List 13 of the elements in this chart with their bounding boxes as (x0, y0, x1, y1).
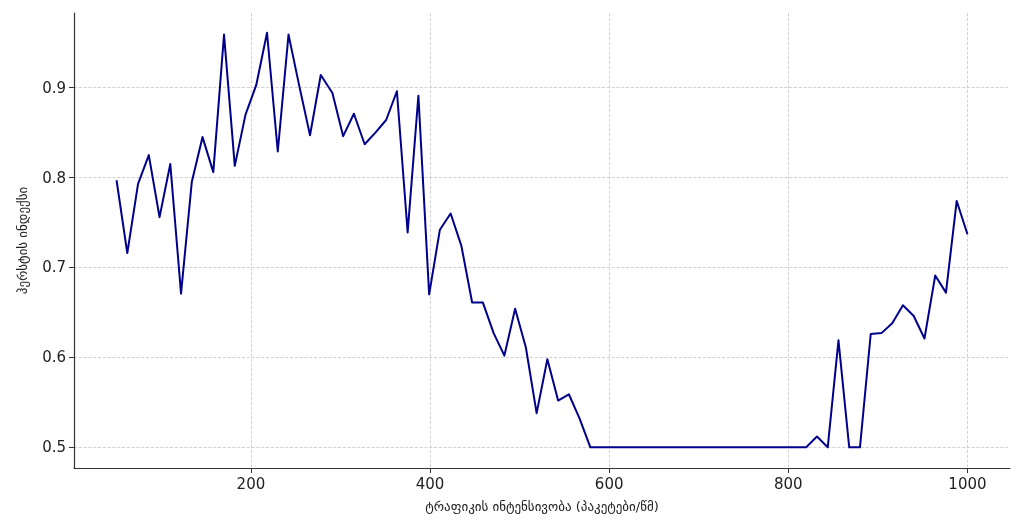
x-tick-label: 800 (774, 474, 803, 493)
y-tick-label: 0.7 (42, 258, 66, 277)
y-tick-label: 0.6 (42, 348, 66, 367)
x-axis-title: ტრაფიკის ინტენსივობა (პაკეტები/წმ) (425, 499, 659, 514)
x-tick-label: 600 (594, 474, 624, 493)
x-tick-label: 1000 (948, 474, 987, 493)
line-series (115, 31, 969, 449)
x-tick-label: 200 (236, 474, 266, 493)
x-tick-label: 400 (415, 474, 445, 493)
y-tick-label: 0.8 (42, 168, 66, 187)
y-tick-label: 0.9 (42, 78, 66, 97)
y-axis-title: ჰერსტის ინდექსი (15, 186, 30, 295)
y-tick-label: 0.5 (42, 438, 66, 457)
